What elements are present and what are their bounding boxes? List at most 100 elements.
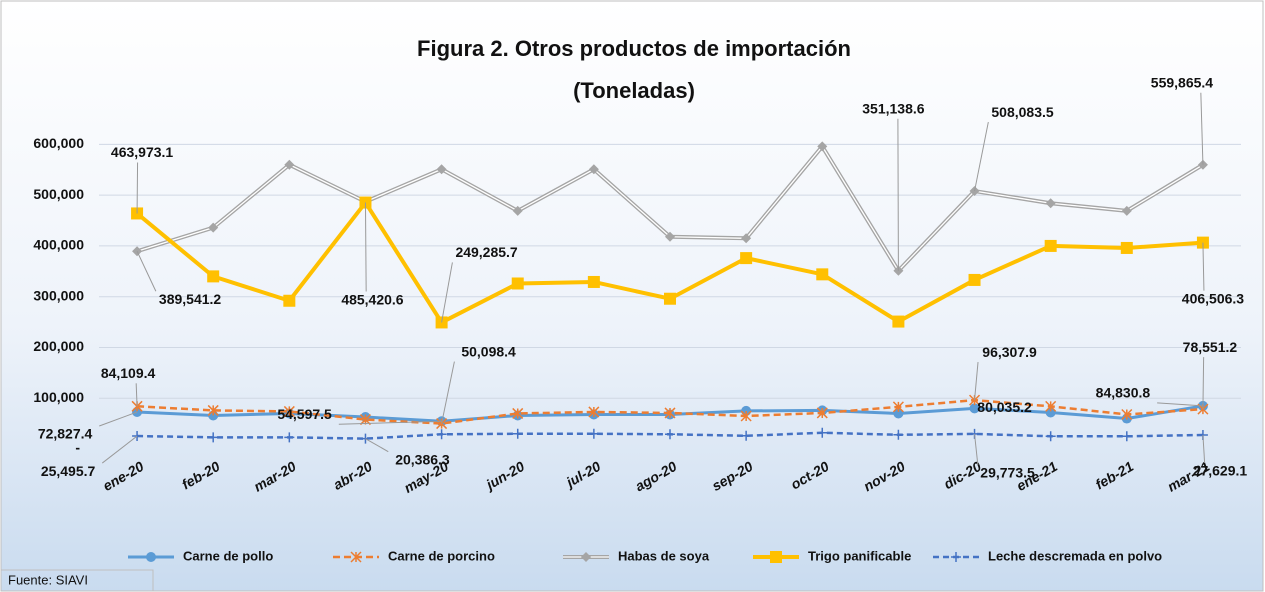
data-label: 84,830.8 — [1096, 385, 1151, 401]
marker — [512, 428, 523, 439]
marker — [740, 252, 753, 265]
legend-label: Carne de porcino — [388, 548, 495, 563]
leader-line — [136, 162, 139, 214]
source: Fuente: SIAVI — [8, 572, 88, 587]
data-label: 96,307.9 — [982, 344, 1037, 360]
marker — [588, 164, 599, 175]
marker — [969, 403, 980, 414]
leader-line — [136, 251, 157, 292]
marker — [770, 551, 782, 563]
marker — [284, 159, 295, 170]
marker — [1121, 431, 1132, 442]
data-label: 508,083.5 — [991, 104, 1053, 120]
marker — [146, 552, 156, 562]
marker — [816, 407, 828, 419]
y-tick-label: 400,000 — [33, 237, 84, 253]
marker — [893, 429, 904, 440]
marker — [208, 222, 219, 233]
leader-line — [1202, 434, 1206, 464]
marker — [968, 273, 981, 286]
series — [131, 394, 1209, 430]
marker — [208, 432, 219, 443]
legend-label: Habas de soya — [618, 548, 710, 563]
marker — [1121, 408, 1133, 421]
leader-line — [1202, 357, 1205, 410]
data-label: 389,541.2 — [159, 291, 221, 307]
data-label: 78,551.2 — [1183, 339, 1238, 355]
marker — [817, 141, 828, 152]
marker — [741, 233, 752, 244]
marker — [581, 552, 591, 562]
leader-line — [441, 262, 453, 323]
marker — [664, 407, 676, 419]
leader-line — [364, 202, 367, 292]
marker — [741, 430, 752, 441]
marker — [132, 431, 143, 442]
marker — [587, 275, 600, 288]
data-label: 249,285.7 — [455, 244, 517, 260]
series — [132, 141, 1208, 276]
source-box — [0, 569, 154, 592]
marker — [588, 428, 599, 439]
marker — [892, 315, 905, 328]
marker — [283, 405, 295, 417]
data-label: 80,035.2 — [977, 399, 1032, 415]
legend-label: Trigo panificable — [808, 548, 911, 563]
marker — [1121, 205, 1132, 216]
chart-title: Figura 2. Otros productos de importación — [417, 36, 851, 61]
y-tick-label: 100,000 — [33, 389, 84, 405]
legend-label: Carne de pollo — [183, 548, 273, 563]
leader-line — [101, 435, 138, 464]
leader-line — [365, 438, 389, 453]
leader-line — [974, 362, 979, 401]
marker — [359, 414, 371, 426]
marker — [512, 205, 523, 216]
data-label: 351,138.6 — [862, 100, 924, 116]
y-tick-label: 600,000 — [33, 135, 84, 151]
leader-line — [1157, 402, 1203, 407]
marker — [207, 270, 220, 283]
marker — [436, 429, 447, 440]
leader-line — [974, 433, 979, 465]
marker — [1120, 241, 1133, 254]
leader-line — [897, 118, 899, 271]
data-label: 72,827.4 — [38, 426, 93, 442]
marker — [1044, 239, 1057, 252]
marker — [740, 410, 752, 422]
marker — [350, 551, 362, 563]
data-label: 20,386.3 — [395, 451, 450, 467]
marker — [1045, 431, 1056, 442]
data-label: 406,506.3 — [1182, 290, 1244, 306]
marker — [665, 231, 675, 242]
data-label: 25,495.7 — [41, 463, 96, 479]
marker — [665, 429, 675, 440]
marker — [1045, 198, 1056, 209]
series — [131, 196, 1209, 329]
leader-line — [441, 361, 455, 424]
marker — [816, 268, 829, 281]
leader-line — [974, 121, 989, 192]
data-label: 27,629.1 — [1193, 463, 1248, 479]
data-label: 84,109.4 — [101, 365, 156, 381]
legend-label: Leche descremada en polvo — [988, 548, 1162, 563]
data-label: 485,420.6 — [341, 291, 403, 307]
marker — [588, 406, 600, 418]
leader-line — [99, 411, 138, 427]
marker — [664, 292, 676, 305]
marker — [284, 432, 295, 443]
data-label: 559,865.4 — [1151, 74, 1213, 90]
marker — [436, 164, 447, 175]
leader-line — [1200, 92, 1204, 165]
marker — [951, 552, 961, 562]
marker — [892, 401, 904, 413]
leader-line — [338, 420, 442, 425]
data-label: 463,973.1 — [111, 144, 173, 160]
y-tick-label: 300,000 — [33, 287, 84, 303]
chart-subtitle: (Toneladas) — [573, 78, 695, 103]
marker — [283, 294, 296, 307]
leader-line — [135, 383, 138, 407]
marker — [1045, 400, 1057, 412]
marker — [1045, 407, 1056, 418]
